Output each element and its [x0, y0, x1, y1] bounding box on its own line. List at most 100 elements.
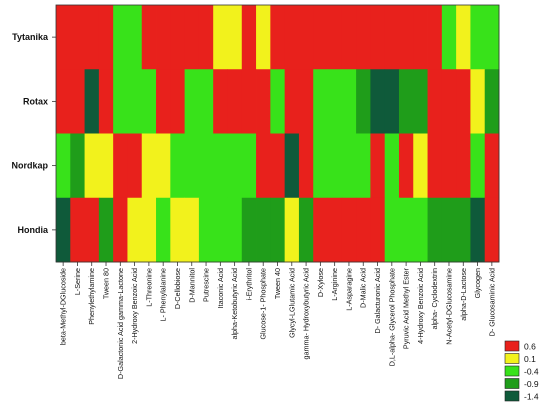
- heatmap-cell: [441, 133, 457, 199]
- heatmap-cell: [213, 5, 228, 70]
- heatmap-cell: [356, 197, 371, 263]
- column-label: D-Malic Acid: [359, 268, 368, 308]
- heatmap-cell: [56, 5, 71, 70]
- heatmap-cell: [170, 133, 186, 199]
- heatmap-cell: [398, 197, 414, 263]
- column-label: alpha-Ketobutyric Acid: [230, 268, 239, 340]
- heatmap-cell: [198, 5, 214, 70]
- heatmap-cell: [198, 197, 214, 263]
- heatmap-cell: [84, 69, 100, 134]
- row-label: Nordkap: [11, 161, 48, 171]
- heatmap-cell: [170, 197, 186, 263]
- heatmap-cell: [241, 133, 257, 199]
- heatmap-cell: [470, 133, 486, 199]
- heatmap-cell: [384, 133, 400, 199]
- heatmap-cell: [141, 133, 157, 199]
- heatmap-cell: [98, 197, 114, 263]
- heatmap-cell: [184, 133, 200, 199]
- column-label: alpha- Cyclodextrin: [430, 268, 439, 330]
- column-label: alpha-D-Lactose: [459, 268, 468, 321]
- heatmap-cell: [398, 133, 414, 199]
- column-label: L-Asparagine: [344, 268, 353, 311]
- row-label: Hondia: [18, 225, 49, 235]
- heatmap-cell: [341, 133, 357, 199]
- heatmap-cell: [484, 69, 500, 134]
- heatmap-cell: [70, 69, 85, 134]
- legend-label: -1.4: [524, 392, 539, 402]
- column-label: Tween 80: [102, 268, 111, 299]
- heatmap-cell: [470, 197, 486, 263]
- row-label: Rotax: [23, 96, 48, 106]
- column-label: 4-Hydroxy Benzoic Acid: [416, 268, 425, 344]
- column-label: Glucose-1- Phosphate: [259, 268, 268, 340]
- heatmap-cell: [413, 197, 428, 263]
- heatmap-cell: [184, 69, 200, 134]
- column-label: Glycyl-LGlutamic Acid: [287, 268, 296, 338]
- column-label: gamma- Hydroxybutyric Acid: [302, 268, 311, 359]
- heatmap-cell: [170, 69, 186, 134]
- heatmap-cell: [270, 133, 286, 199]
- legend-swatch: [504, 390, 520, 402]
- legend-swatch: [504, 353, 520, 364]
- heatmap-cell: [484, 197, 500, 263]
- row-label: Tytanika: [12, 32, 49, 42]
- heatmap-cell: [127, 69, 143, 134]
- heatmap-cell: [141, 69, 157, 134]
- heatmap-cell: [70, 133, 85, 199]
- heatmap-cell: [170, 5, 186, 70]
- heatmap-cell: [113, 133, 128, 199]
- heatmap-cell: [427, 197, 443, 263]
- heatmap-cell: [456, 197, 471, 263]
- legend-swatch: [504, 365, 520, 377]
- heatmap-cell: [141, 197, 157, 263]
- heatmap-cell: [56, 133, 71, 199]
- column-label: i-Erythritol: [244, 268, 253, 301]
- heatmap-cell: [384, 197, 400, 263]
- heatmap-cell: [127, 133, 143, 199]
- legend-label: -0.9: [524, 379, 539, 389]
- heatmap-cell: [70, 197, 85, 263]
- heatmap-cell: [356, 133, 371, 199]
- heatmap-cell: [227, 133, 243, 199]
- heatmap-cell: [298, 5, 314, 70]
- heatmap-cell: [384, 69, 400, 134]
- legend-label: 0.6: [524, 342, 536, 352]
- heatmap-cell: [198, 133, 214, 199]
- column-label: Pyruvic Acid Methyl Ester: [402, 267, 411, 349]
- heatmap-cell: [184, 197, 200, 263]
- column-label: Putrescine: [202, 268, 211, 302]
- column-label: D- Glucosaminic Acid: [487, 268, 496, 336]
- column-label: D- Galacturonic Acid: [373, 268, 382, 334]
- heatmap-cell: [227, 69, 243, 134]
- heatmap-cell: [156, 133, 171, 199]
- heatmap-cell: [113, 197, 128, 263]
- heatmap-cell: [384, 5, 400, 70]
- heatmap-cell: [456, 69, 471, 134]
- column-label: L-Arginine: [330, 268, 339, 301]
- heatmap-cell: [298, 133, 314, 199]
- heatmap-cell: [398, 5, 414, 70]
- heatmap-cell: [156, 69, 171, 134]
- heatmap-cell: [70, 5, 85, 70]
- heatmap-cell: [270, 69, 286, 134]
- column-label: L- Phenylalanine: [159, 268, 168, 322]
- heatmap-cell: [484, 5, 500, 70]
- column-label: Phenylethylamine: [87, 268, 96, 325]
- heatmap-cell: [341, 197, 357, 263]
- heatmap-cell: [284, 69, 300, 134]
- heatmap-cell: [156, 5, 171, 70]
- column-label: N-Acetyl-DGlucosamine: [444, 268, 453, 345]
- heatmap-cell: [370, 197, 386, 263]
- heatmap-cell: [327, 69, 343, 134]
- legend-label: -0.4: [524, 367, 539, 377]
- heatmap-cell: [327, 197, 343, 263]
- heatmap-cell: [470, 5, 486, 70]
- heatmap-cell: [441, 69, 457, 134]
- heatmap-cell: [398, 69, 414, 134]
- heatmap-cell: [256, 197, 271, 263]
- heatmap-cell: [241, 69, 257, 134]
- heatmap-cell: [184, 5, 200, 70]
- heatmap-cell: [327, 133, 343, 199]
- heatmap-cell: [356, 69, 371, 134]
- column-label: Itaconic Acid: [216, 268, 225, 308]
